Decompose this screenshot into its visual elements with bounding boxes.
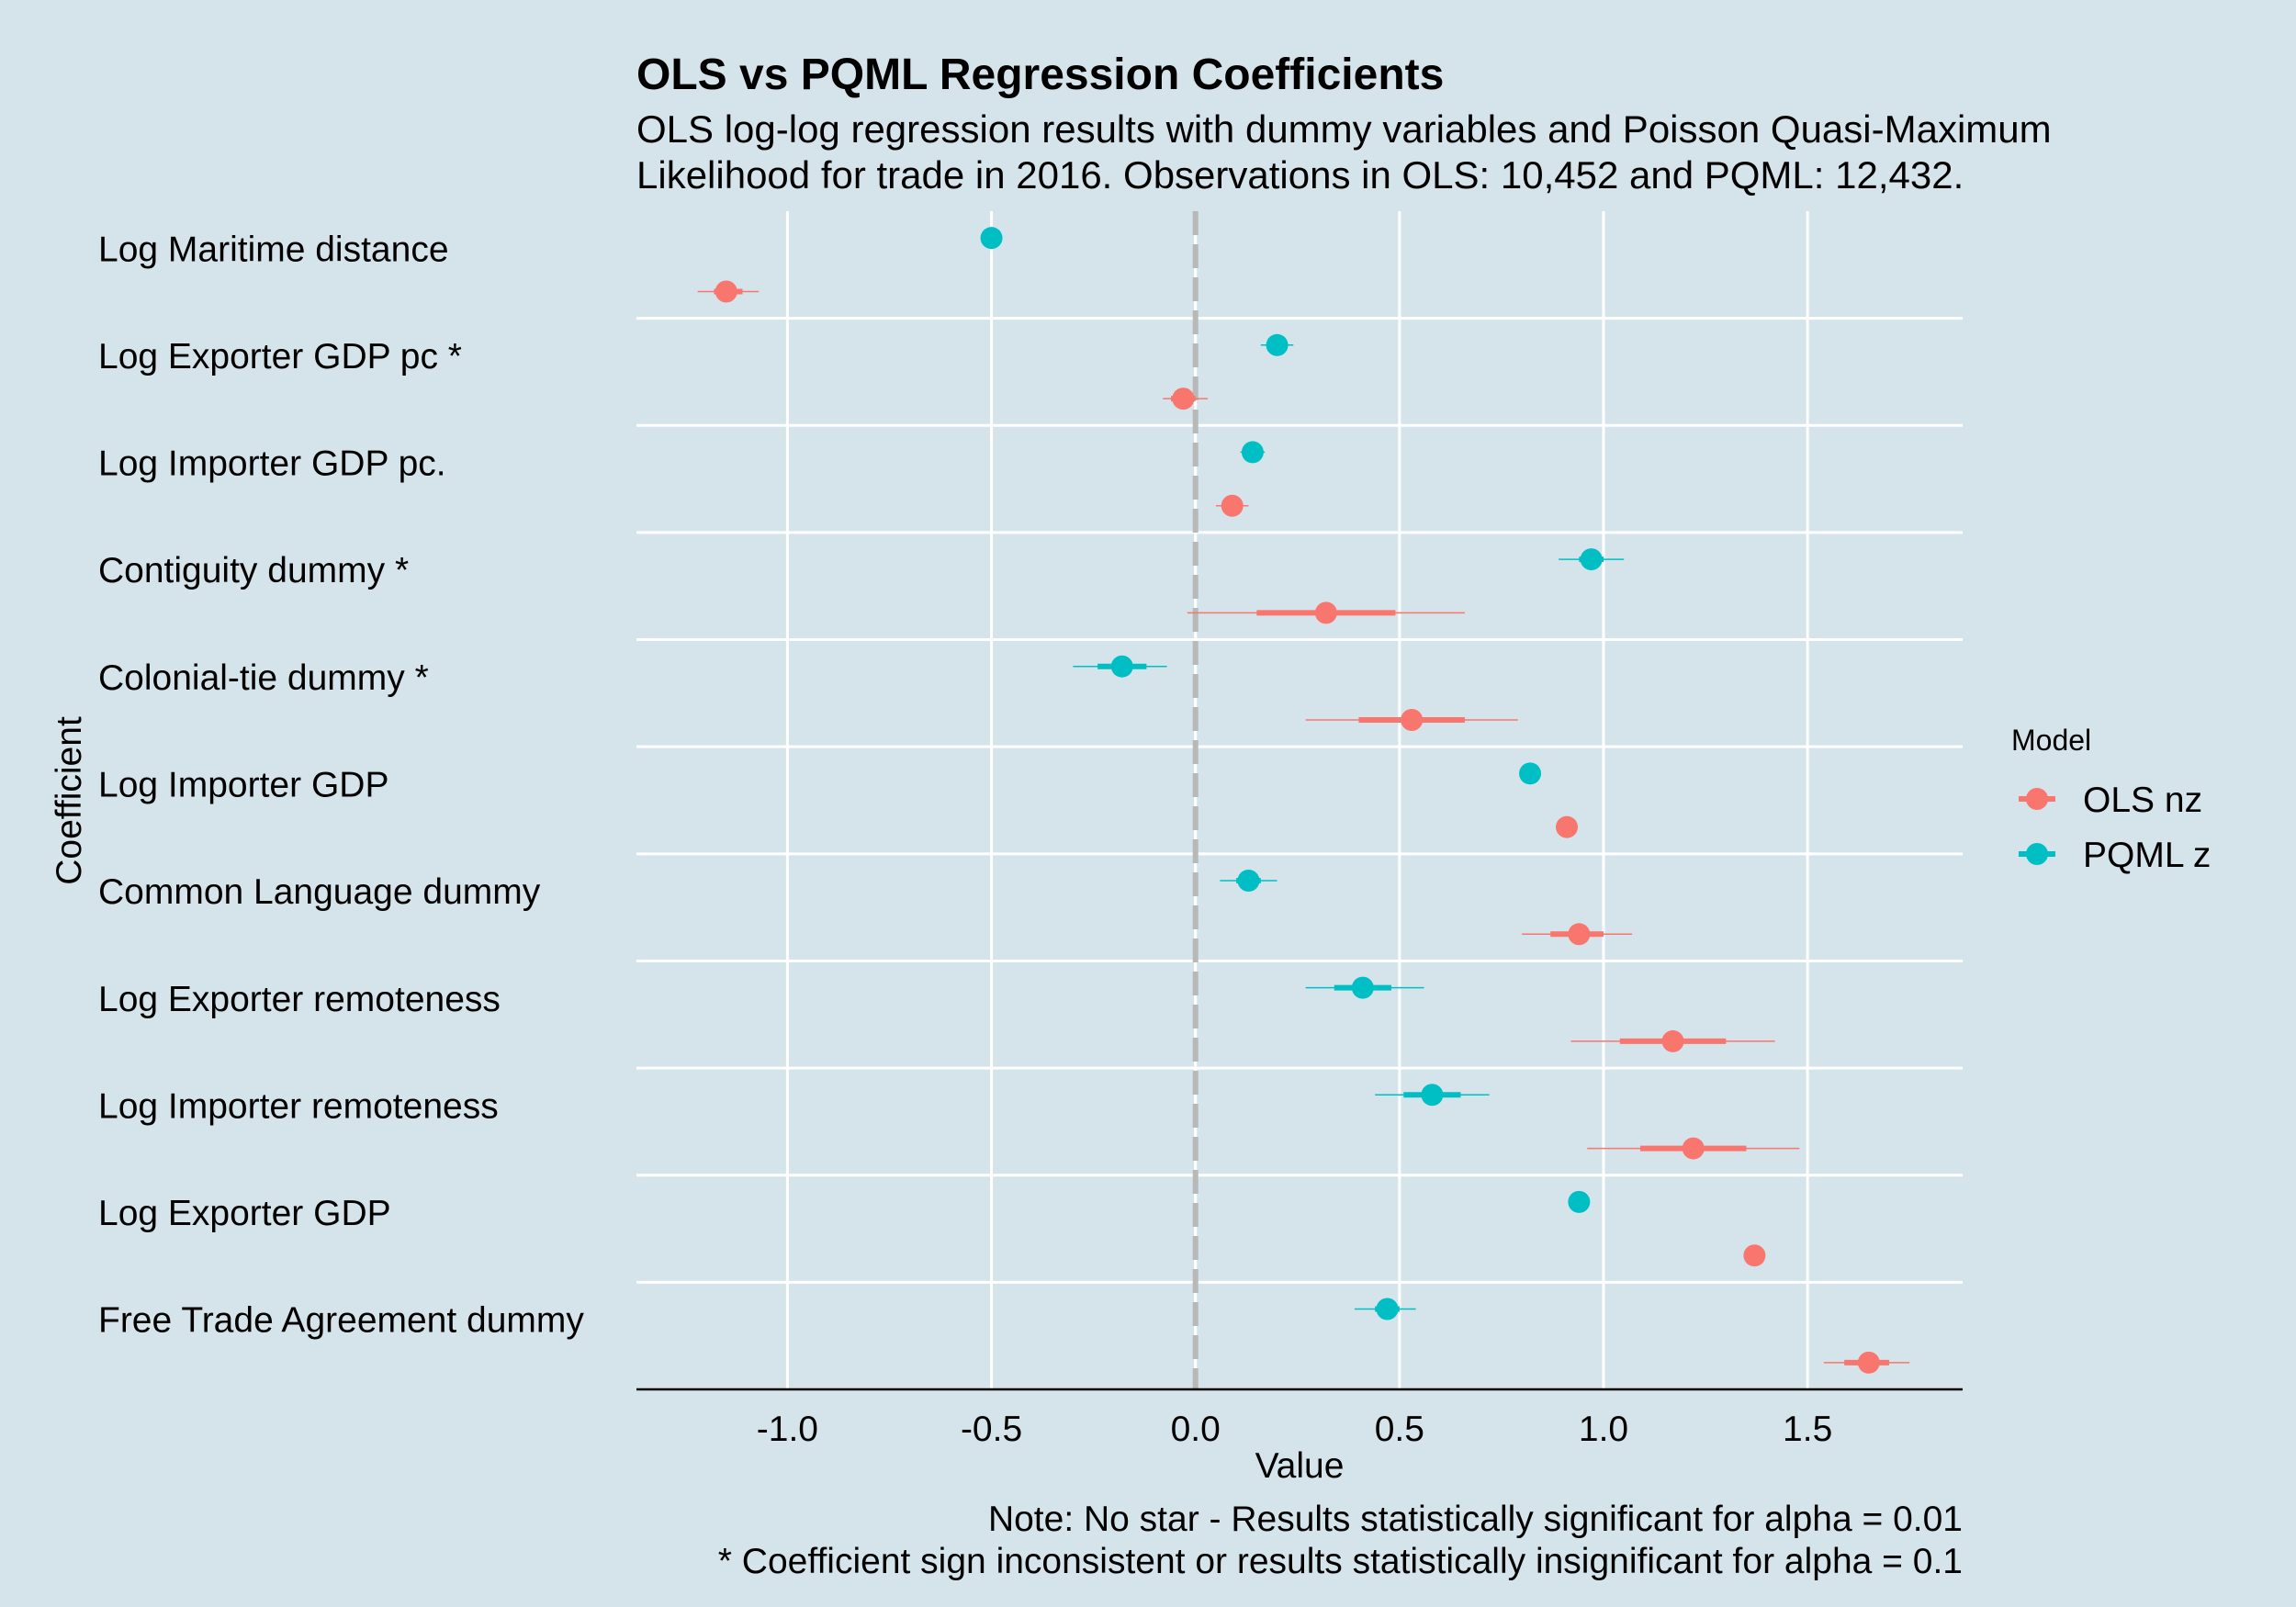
chart-title: OLS vs PQML Regression Coefficients xyxy=(636,51,1444,99)
pqml-z-point-6 xyxy=(1237,869,1260,892)
pqml-z-point-1 xyxy=(1266,333,1289,356)
category-label-1: Log Exporter GDP pc * xyxy=(98,337,462,376)
legend-title: Model xyxy=(2011,724,2091,757)
x-axis: -1.0 -0.5 0.0 0.5 1.0 1.5 xyxy=(636,1388,1963,1449)
category-label-8: Log Importer remoteness xyxy=(98,1086,499,1126)
y-axis-title: Coefficient xyxy=(50,716,89,885)
ols-nz-point-10 xyxy=(1857,1351,1880,1374)
category-labels: Log Maritime distance Log Exporter GDP pc… xyxy=(98,230,584,1340)
data-marks xyxy=(697,227,1910,1374)
ols-nz-point-5 xyxy=(1556,815,1579,838)
chart-subtitle-line-2: Likelihood for trade in 2016. Observatio… xyxy=(636,153,1964,197)
legend: Model OLS nz PQML z xyxy=(2011,724,2211,875)
x-tick-label-4: 1.0 xyxy=(1579,1410,1628,1449)
ols-nz-point-0 xyxy=(715,280,737,303)
ols-nz-point-6 xyxy=(1568,923,1591,946)
category-label-7: Log Exporter remoteness xyxy=(98,980,501,1019)
ols-nz-point-3 xyxy=(1314,601,1337,624)
category-label-3: Contiguity dummy * xyxy=(98,551,409,590)
pqml-z-point-0 xyxy=(980,227,1003,250)
category-label-10: Free Trade Agreement dummy xyxy=(98,1301,584,1341)
caption-line-1: Note: No star - Results statistically si… xyxy=(988,1500,1963,1539)
legend-label-0: OLS nz xyxy=(2083,781,2202,820)
x-tick-label-0: -1.0 xyxy=(757,1410,818,1449)
pqml-z-point-4 xyxy=(1110,655,1133,678)
category-label-5: Log Importer GDP xyxy=(98,766,388,805)
legend-key-point-1 xyxy=(2026,843,2048,865)
category-label-0: Log Maritime distance xyxy=(98,230,449,269)
pqml-z-point-10 xyxy=(1376,1298,1399,1320)
ols-nz-point-8 xyxy=(1682,1137,1705,1160)
legend-label-1: PQML z xyxy=(2083,836,2211,875)
x-tick-label-2: 0.0 xyxy=(1171,1410,1221,1449)
ols-nz-point-2 xyxy=(1221,494,1244,517)
ols-nz-point-7 xyxy=(1661,1029,1684,1052)
caption-line-2: * Coefficient sign inconsistent or resul… xyxy=(718,1542,1963,1581)
category-label-4: Colonial-tie dummy * xyxy=(98,658,429,698)
chart-subtitle-line-1: OLS log-log regression results with dumm… xyxy=(636,107,2052,151)
pqml-z-point-5 xyxy=(1519,762,1542,785)
pqml-z-point-8 xyxy=(1421,1084,1444,1107)
category-label-6: Common Language dummy xyxy=(98,872,541,912)
pqml-z-point-9 xyxy=(1568,1190,1591,1213)
pqml-z-point-3 xyxy=(1580,548,1603,571)
grid-lines xyxy=(636,211,1963,1389)
legend-key-point-0 xyxy=(2026,788,2048,810)
x-tick-label-3: 0.5 xyxy=(1375,1410,1424,1449)
ols-nz-point-9 xyxy=(1743,1244,1766,1267)
category-label-2: Log Importer GDP pc. xyxy=(98,444,446,484)
x-tick-label-1: -0.5 xyxy=(961,1410,1022,1449)
category-label-9: Log Exporter GDP xyxy=(98,1194,391,1233)
x-tick-label-5: 1.5 xyxy=(1783,1410,1832,1449)
ols-nz-point-1 xyxy=(1172,388,1195,410)
x-axis-title: Value xyxy=(1255,1446,1345,1486)
pqml-z-point-2 xyxy=(1241,441,1264,464)
pqml-z-point-7 xyxy=(1351,976,1374,999)
ols-nz-point-4 xyxy=(1401,709,1424,732)
